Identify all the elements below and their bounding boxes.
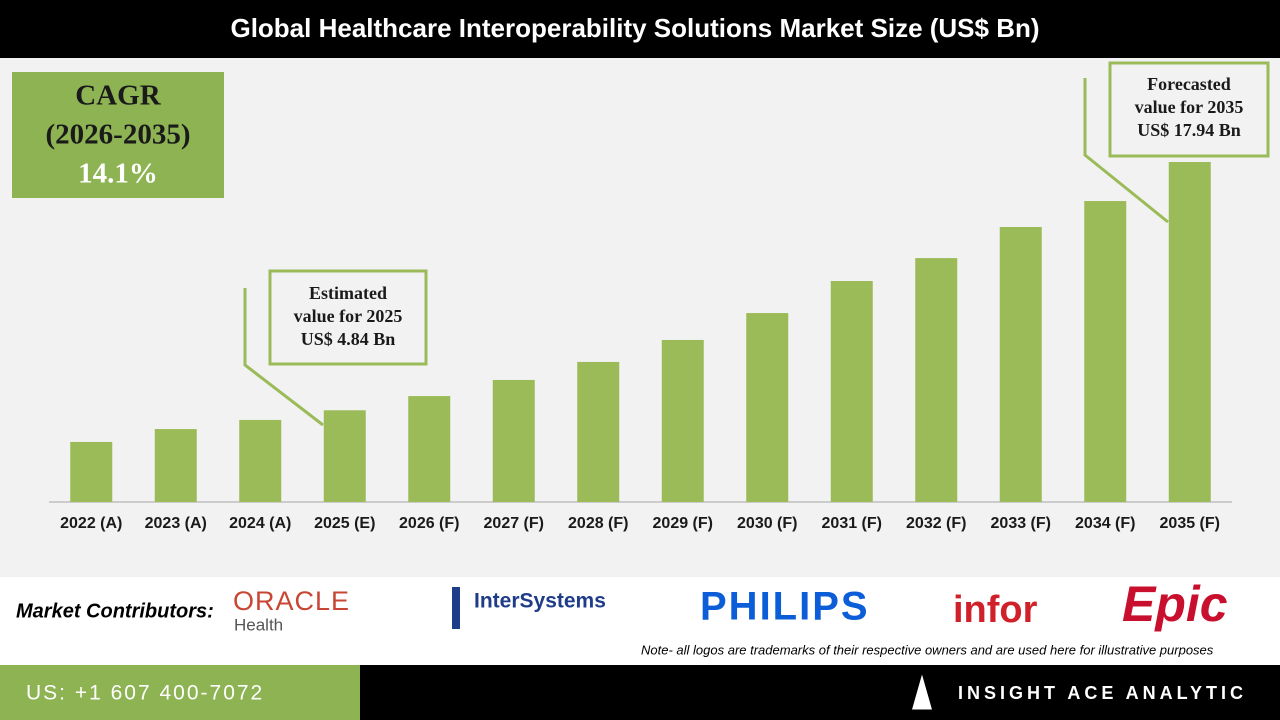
logo: infor	[953, 589, 1038, 631]
annotation-box	[268, 269, 428, 366]
annotation-connector	[243, 288, 324, 427]
logo: Health	[234, 615, 283, 634]
bar	[70, 441, 113, 502]
note: Note- all logos are trademarks of their …	[641, 642, 1214, 657]
header-bar	[0, 0, 1280, 58]
annotation-text: Estimated	[309, 283, 387, 303]
bar	[1084, 201, 1127, 502]
x-tick-label: 2027 (F)	[484, 515, 544, 532]
bar	[577, 361, 620, 502]
logo-mark	[452, 587, 460, 629]
x-tick-label: 2029 (F)	[653, 515, 713, 532]
x-tick-label: 2031 (F)	[822, 515, 882, 532]
bar	[746, 313, 789, 502]
bar	[239, 419, 282, 502]
cagr-value: 14.1%	[78, 158, 158, 190]
x-tick-label: 2034 (F)	[1075, 515, 1135, 532]
bar	[999, 227, 1042, 503]
logo: PHILIPS	[700, 585, 870, 629]
annotation-text: value for 2025	[294, 306, 403, 326]
footer-left	[0, 665, 360, 720]
x-tick-label: 2022 (A)	[60, 515, 122, 532]
contributors-band	[0, 577, 1280, 665]
annotation-text: US$ 4.84 Bn	[301, 329, 396, 349]
annotation-text: Forecasted	[1147, 74, 1231, 94]
brand: INSIGHT ACE ANALYTIC	[958, 683, 1247, 703]
cagr-period: (2026-2035)	[46, 119, 191, 151]
footer-right	[360, 665, 1280, 720]
x-tick-label: 2026 (F)	[399, 515, 459, 532]
annotation-box	[1108, 61, 1270, 158]
x-tick-label: 2032 (F)	[906, 515, 966, 532]
x-tick-label: 2035 (F)	[1160, 515, 1220, 532]
phone: US: +1 607 400-7072	[26, 682, 264, 705]
x-tick-label: 2028 (F)	[568, 515, 628, 532]
annotation-text: US$ 17.94 Bn	[1137, 120, 1241, 140]
bar	[323, 410, 366, 502]
x-tick-label: 2024 (A)	[229, 515, 291, 532]
annotation-text: value for 2035	[1135, 97, 1244, 117]
bar	[492, 379, 535, 502]
x-tick-label: 2033 (F)	[991, 515, 1051, 532]
bar	[408, 396, 451, 502]
cagr-label: CAGR	[75, 80, 161, 112]
x-tick-label: 2030 (F)	[737, 515, 797, 532]
bar	[154, 429, 197, 502]
annotation-connector	[1083, 78, 1169, 224]
bar	[1168, 162, 1211, 502]
logo: Epic	[1122, 576, 1228, 632]
bar	[661, 339, 704, 502]
x-tick-label: 2023 (A)	[145, 515, 207, 532]
bar	[915, 258, 958, 502]
x-tick-label: 2025 (E)	[314, 515, 375, 532]
brand-icon	[912, 674, 932, 710]
contributors-label: Market Contributors:	[16, 600, 214, 622]
bar	[830, 281, 873, 502]
logo: ORACLE	[233, 586, 350, 616]
chart-title: Global Healthcare Interoperability Solut…	[230, 13, 1039, 43]
cagr-box	[12, 72, 224, 198]
logo: InterSystems	[474, 590, 606, 613]
